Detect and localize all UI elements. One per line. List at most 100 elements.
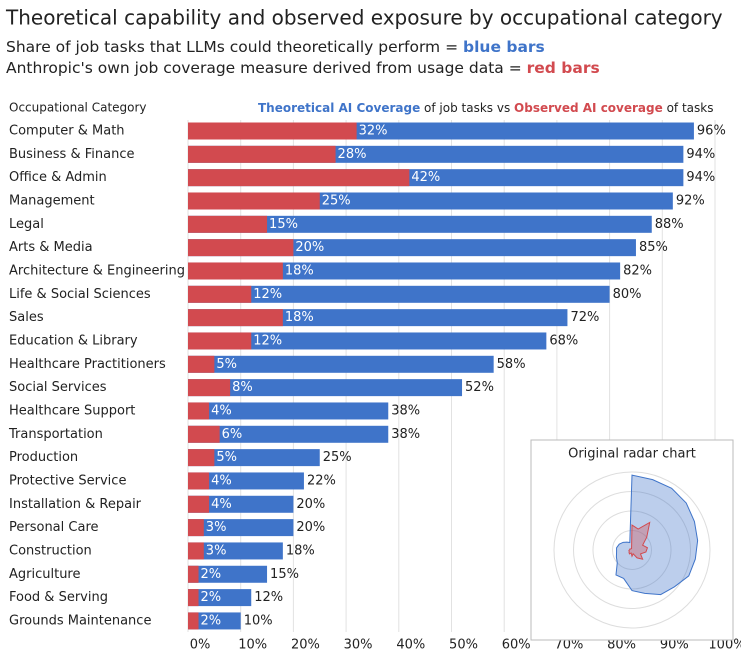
blue-value-label: 20% (296, 497, 325, 512)
radar (553, 471, 711, 629)
blue-value-label: 12% (254, 590, 283, 605)
x-tick-label: 80% (607, 638, 636, 653)
category-label: Computer & Math (9, 124, 125, 139)
blue-value-label: 38% (391, 427, 420, 442)
category-label: Education & Library (9, 333, 138, 348)
red-bar (188, 145, 336, 163)
red-value-label: 32% (359, 124, 388, 139)
category-label: Production (9, 450, 78, 465)
radar-area (615, 474, 699, 596)
red-bar (188, 332, 252, 350)
red-bar (188, 425, 220, 443)
category-label: Office & Admin (9, 170, 107, 185)
category-label: Transportation (8, 427, 103, 442)
red-bar (188, 122, 357, 140)
blue-value-label: 92% (676, 193, 705, 208)
blue-bar (188, 355, 494, 373)
blue-bar (188, 589, 252, 607)
blue-value-label: 52% (465, 380, 494, 395)
blue-value-label: 15% (270, 567, 299, 582)
radar-ring (553, 471, 711, 629)
category-label: Life & Social Sciences (9, 287, 151, 302)
red-bar (188, 449, 215, 467)
red-value-label: 20% (295, 240, 324, 255)
blue-value-label: 20% (296, 520, 325, 535)
blue-value-label: 96% (697, 124, 726, 139)
blue-value-label: 94% (686, 170, 715, 185)
category-label: Architecture & Engineering (9, 263, 185, 278)
blue-value-label: 18% (286, 543, 315, 558)
x-tick-label: 70% (554, 638, 583, 653)
category-label: Legal (9, 217, 44, 232)
x-tick-label: 10% (238, 638, 267, 653)
category-label: Management (9, 193, 95, 208)
blue-value-label: 85% (639, 240, 668, 255)
red-value-label: 42% (411, 170, 440, 185)
category-label: Healthcare Practitioners (9, 357, 166, 372)
x-tick-label: 20% (291, 638, 320, 653)
blue-bar (188, 262, 621, 280)
blue-bar (188, 425, 389, 443)
red-value-label: 25% (322, 193, 351, 208)
category-label: Grounds Maintenance (9, 613, 151, 628)
chart-title: Theoretical capability and observed expo… (5, 6, 723, 30)
category-label: Protective Service (9, 473, 126, 488)
blue-bar (188, 332, 547, 350)
subtitle-text: Anthropic's own job coverage measure der… (6, 59, 527, 77)
x-tick-label: 40% (396, 638, 425, 653)
blue-value-label: 80% (613, 287, 642, 302)
red-value-label: 3% (206, 520, 227, 535)
red-value-label: 4% (211, 473, 232, 488)
red-bar (188, 402, 210, 420)
blue-bar (188, 519, 294, 537)
category-label: Food & Serving (9, 590, 108, 605)
red-value-label: 5% (216, 357, 237, 372)
blue-value-label: 25% (323, 450, 352, 465)
red-bar (188, 285, 252, 303)
x-tick-label: 0% (190, 638, 211, 653)
blue-value-label: 10% (244, 613, 273, 628)
legend-entry: Theoretical AI Coverage (258, 101, 420, 115)
red-bar (188, 542, 204, 560)
blue-value-label: 72% (570, 310, 599, 325)
blue-bar (188, 612, 241, 630)
red-value-label: 28% (338, 147, 367, 162)
category-label: Agriculture (9, 567, 81, 582)
red-bar (188, 472, 210, 490)
bars: Computer & Math 96% 32% Business & Finance 9… (8, 122, 726, 630)
x-tick-label: 30% (344, 638, 373, 653)
red-value-label: 4% (211, 403, 232, 418)
blue-value-label: 88% (655, 217, 684, 232)
radar-ring (592, 510, 672, 590)
red-bar (188, 169, 410, 187)
subtitle-highlight: red bars (527, 59, 600, 77)
category-label: Sales (9, 310, 44, 325)
red-value-label: 2% (201, 613, 222, 628)
blue-bar (188, 402, 389, 420)
category-label: Construction (9, 543, 92, 558)
red-bar (188, 262, 283, 280)
blue-value-label: 94% (686, 147, 715, 162)
blue-value-label: 58% (497, 357, 526, 372)
red-bar (188, 192, 320, 210)
red-value-label: 12% (253, 333, 282, 348)
blue-bar (188, 239, 636, 257)
red-bar (188, 565, 199, 583)
blue-value-label: 22% (307, 473, 336, 488)
subtitle: Anthropic's own job coverage measure der… (6, 59, 600, 77)
red-value-label: 3% (206, 543, 227, 558)
red-bar (188, 309, 283, 327)
x-tick-label: 60% (502, 638, 531, 653)
category-label: Installation & Repair (9, 497, 142, 512)
legend-text: of tasks (667, 101, 714, 115)
subtitle-highlight: blue bars (463, 38, 545, 56)
red-value-label: 5% (216, 450, 237, 465)
subtitle-text: Share of job tasks that LLMs could theor… (6, 38, 463, 56)
blue-bar (188, 542, 283, 560)
red-value-label: 12% (253, 287, 282, 302)
category-label: Arts & Media (9, 240, 93, 255)
y-axis-label: Occupational Category (9, 101, 147, 115)
inset-title: Original radar chart (568, 447, 696, 462)
